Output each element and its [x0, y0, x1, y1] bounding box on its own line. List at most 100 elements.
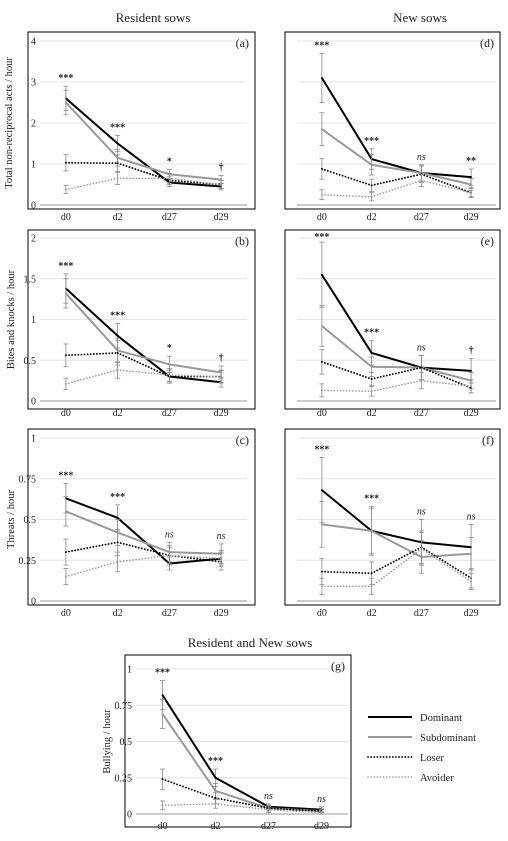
series-line-segment: [65, 369, 119, 385]
data-point: [320, 585, 323, 588]
y-tick-label: 3: [31, 78, 36, 89]
x-tick-label: d0: [158, 821, 168, 832]
x-tick-label: d29: [214, 212, 229, 223]
y-axis-label: Total non-reciprocal acts / hour: [4, 57, 15, 189]
y-tick-label: 1.5: [24, 274, 37, 285]
series-line-segment: [370, 548, 423, 588]
y-tick-label: 0: [31, 597, 36, 608]
series-line-segment: [65, 177, 119, 191]
chart-panel: d0 d2 d27 d29 (d) *** *** ns **: [284, 31, 501, 223]
data-point: [470, 183, 473, 186]
series-line-segment: [321, 274, 373, 354]
series-subdominant: [160, 699, 324, 815]
data-point: [420, 179, 423, 182]
series-line-segment: [116, 352, 171, 378]
series-line-segment: [321, 489, 373, 532]
legend-label: Subdominant: [420, 733, 476, 744]
series-line-segment: [268, 805, 322, 811]
series-line-segment: [214, 803, 270, 811]
x-tick-label: d29: [214, 408, 229, 419]
column-title-resident: Resident sows: [116, 10, 191, 25]
series-line-segment: [421, 172, 472, 186]
data-point: [370, 530, 373, 532]
series-line-segment: [420, 546, 473, 580]
series-line-segment: [370, 379, 423, 393]
series-line-segment: [64, 541, 119, 553]
series-line-segment: [421, 552, 472, 558]
series-line-segment: [169, 557, 222, 565]
series-line-segment: [117, 142, 170, 184]
x-tick-label: d27: [162, 408, 177, 419]
data-point: [168, 374, 171, 376]
data-point: [420, 547, 423, 550]
series-line-segment: [420, 548, 472, 583]
data-point: [168, 177, 171, 180]
series-line-segment: [371, 530, 422, 558]
series-line-segment: [65, 292, 119, 352]
series-line-segment: [65, 510, 119, 534]
bottom-title: Resident and New sows: [188, 635, 313, 650]
series-line-segment: [168, 554, 222, 560]
significance-label: ***: [364, 328, 379, 339]
significance-label: ***: [110, 122, 125, 133]
data-point: [320, 489, 323, 492]
data-point: [220, 183, 223, 186]
data-point: [116, 516, 119, 519]
x-tick-label: d29: [314, 821, 329, 832]
significance-label: ***: [364, 493, 379, 504]
y-tick-label: 2: [31, 119, 36, 130]
series-line-segment: [168, 177, 222, 186]
x-tick-label: d0: [61, 212, 71, 223]
legend-label: Loser: [420, 753, 444, 764]
y-axis-label: Threats / hour: [6, 490, 17, 549]
chart-panel: d0 d2 d27 d29 (e) *** *** ns †: [284, 229, 501, 419]
significance-label: ***: [58, 471, 73, 482]
data-point: [116, 162, 119, 165]
series-line-segment: [116, 162, 171, 182]
series-line-segment: [421, 366, 472, 372]
x-tick-label: d2: [367, 408, 377, 419]
legend-label: Avoider: [420, 773, 454, 784]
data-point: [64, 354, 67, 357]
panel-frame: [284, 229, 501, 410]
significance-label: ***: [58, 73, 73, 84]
data-point: [320, 77, 323, 79]
data-point: [214, 802, 217, 805]
data-point: [161, 778, 164, 781]
y-axis-label: Bullying / hour: [102, 709, 113, 774]
data-point: [116, 352, 119, 354]
data-point: [116, 560, 119, 563]
x-tick-label: d27: [261, 821, 276, 832]
data-point: [220, 375, 223, 378]
data-point: [370, 365, 373, 368]
panel-frame: [27, 428, 256, 606]
x-tick-label: d27: [414, 608, 429, 619]
significance-label: †: [219, 353, 224, 364]
data-point: [64, 188, 67, 191]
y-tick-label: 0.25: [19, 556, 37, 567]
series-line-segment: [267, 807, 323, 812]
series-line-segment: [321, 389, 373, 393]
panel-frame: [284, 428, 501, 606]
x-tick-label: d0: [317, 408, 327, 419]
series-dominant: [63, 273, 224, 388]
series-loser: [319, 530, 474, 589]
data-point: [64, 551, 67, 553]
x-tick-label: d0: [61, 608, 71, 619]
data-point: [320, 325, 323, 327]
y-tick-label: 0: [31, 397, 36, 408]
series-dominant: [63, 85, 224, 191]
significance-label: ns: [467, 511, 476, 522]
series-line-segment: [370, 179, 423, 198]
chart-panel: 0 0.25 0.5 0.75 1 d0 d2 d27 d29 Bullying / hour (g…: [102, 654, 352, 832]
significance-label: †: [469, 346, 474, 357]
chart-panel: d0 d2 d27 d29 (f) *** *** ns ns: [284, 428, 501, 619]
data-point: [64, 382, 67, 385]
series-line-segment: [215, 776, 269, 808]
data-point: [470, 580, 473, 583]
significance-label: ***: [110, 311, 125, 322]
data-point: [267, 808, 270, 811]
series-line-segment: [117, 349, 170, 366]
data-point: [64, 292, 67, 295]
